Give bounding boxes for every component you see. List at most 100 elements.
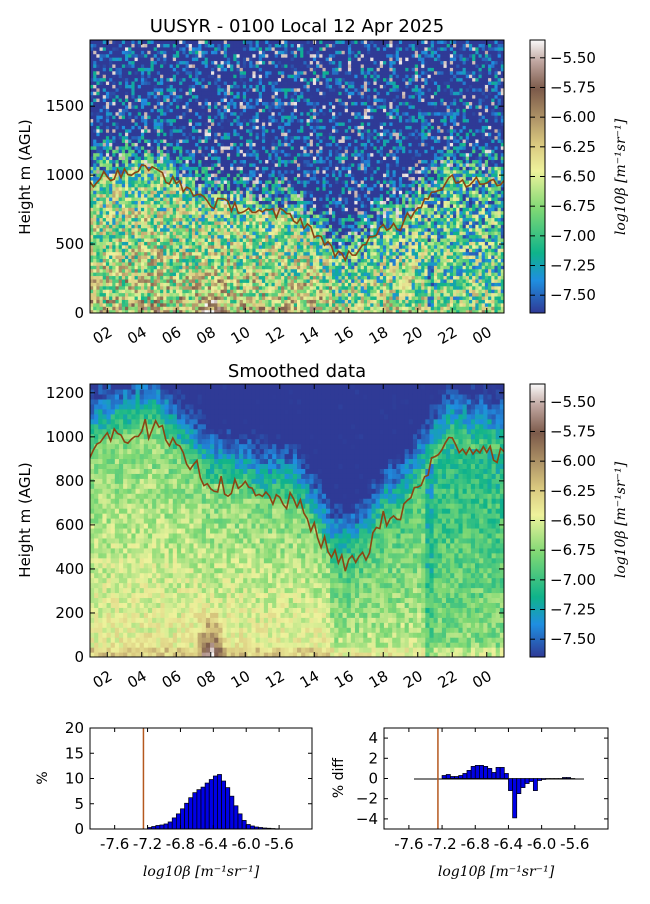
heatmap-cell xyxy=(233,60,238,65)
heatmap-cell xyxy=(198,231,203,236)
heatmap-cell xyxy=(239,217,244,222)
heatmap-cell xyxy=(214,138,218,143)
heatmap-cell xyxy=(204,121,209,126)
heatmap-cell xyxy=(223,98,228,103)
heatmap-cell xyxy=(284,46,289,51)
heatmap-cell xyxy=(182,261,187,266)
heatmap-cell xyxy=(204,40,209,45)
heatmap-cell xyxy=(144,111,148,116)
heatmap-cell xyxy=(131,169,136,174)
heatmap-cell xyxy=(211,135,215,140)
heatmap-cell xyxy=(195,196,199,201)
heatmap-cell xyxy=(258,186,263,191)
heatmap-cell xyxy=(268,200,273,205)
heatmap-cell xyxy=(211,237,215,242)
heatmap-cell xyxy=(172,275,177,280)
heatmap-cell xyxy=(90,244,94,249)
heatmap-cell xyxy=(118,125,123,130)
heatmap-cell xyxy=(93,84,97,89)
heatmap-cell xyxy=(144,309,148,313)
heatmap-cell xyxy=(102,244,107,249)
heatmap-cell xyxy=(236,244,241,249)
heatmap-cell xyxy=(175,128,180,133)
heatmap-cell xyxy=(105,248,110,253)
heatmap-cell xyxy=(147,176,152,181)
heatmap-cell xyxy=(90,135,94,140)
heatmap-cell xyxy=(102,115,107,120)
heatmap-cell xyxy=(217,200,222,205)
heatmap-cell xyxy=(236,200,241,205)
heatmap-cell xyxy=(112,285,117,290)
heatmap-cell xyxy=(191,121,196,126)
heatmap-cell xyxy=(137,234,142,239)
heatmap-cell xyxy=(249,231,254,236)
heatmap-cell xyxy=(226,40,231,45)
heatmap-cell xyxy=(268,125,273,130)
heatmap-cell xyxy=(172,224,177,229)
heatmap-cell xyxy=(226,74,231,79)
heatmap-cell xyxy=(211,258,215,263)
heatmap-cell xyxy=(226,265,231,270)
heatmap-cell xyxy=(160,272,164,277)
heatmap-cell xyxy=(175,306,180,311)
heatmap-cell xyxy=(147,77,152,82)
heatmap-cell xyxy=(90,200,94,205)
heatmap-cell xyxy=(261,125,266,130)
heatmap-cell xyxy=(268,80,273,85)
heatmap-cell xyxy=(284,265,289,270)
heatmap-cell xyxy=(175,241,180,246)
heatmap-cell xyxy=(242,135,247,140)
heatmap-cell xyxy=(239,169,244,174)
heatmap-cell xyxy=(93,46,97,51)
heatmap-cell xyxy=(144,118,148,123)
heatmap-cell xyxy=(281,128,285,133)
heatmap-cell xyxy=(230,40,234,45)
heatmap-cell xyxy=(195,220,199,225)
heatmap-cell xyxy=(153,299,158,304)
heatmap-cell xyxy=(153,302,158,307)
heatmap-cell xyxy=(102,80,107,85)
heatmap-cell xyxy=(134,166,139,171)
heatmap-cell xyxy=(105,67,110,72)
heatmap-cell xyxy=(182,234,187,239)
heatmap-cell xyxy=(230,196,234,201)
heatmap-cell xyxy=(169,292,174,297)
heatmap-cell xyxy=(144,217,148,222)
heatmap-cell xyxy=(172,80,177,85)
heatmap-cell xyxy=(156,57,161,62)
heatmap-cell xyxy=(185,104,190,109)
heatmap-cell xyxy=(255,193,260,198)
heatmap-cell xyxy=(169,261,174,266)
heatmap-cell xyxy=(226,217,231,222)
heatmap-cell xyxy=(169,231,174,236)
heatmap-cell xyxy=(191,248,196,253)
heatmap-cell xyxy=(128,292,132,297)
heatmap-cell xyxy=(169,166,174,171)
heatmap-cell xyxy=(156,50,161,55)
heatmap-cell xyxy=(214,125,218,130)
heatmap-cell xyxy=(261,224,266,229)
heatmap-cell xyxy=(166,135,171,140)
heatmap-cell xyxy=(211,128,215,133)
heatmap-cell xyxy=(144,292,148,297)
heatmap-cell xyxy=(182,207,187,212)
heatmap-cell xyxy=(277,299,282,304)
heatmap-cell xyxy=(128,231,132,236)
heatmap-cell xyxy=(268,309,273,313)
heatmap-cell xyxy=(277,200,282,205)
heatmap-cell xyxy=(131,70,136,75)
heatmap-cell xyxy=(172,200,177,205)
heatmap-cell xyxy=(156,67,161,72)
heatmap-cell xyxy=(214,173,218,178)
heatmap-cell xyxy=(271,234,276,239)
heatmap-cell xyxy=(128,121,132,126)
heatmap-cell xyxy=(134,80,139,85)
heatmap-cell xyxy=(258,268,263,273)
heatmap-cell xyxy=(163,224,168,229)
heatmap-cell xyxy=(175,162,180,167)
heatmap-cell xyxy=(220,166,225,171)
heatmap-cell xyxy=(195,169,199,174)
heatmap-cell xyxy=(201,282,206,287)
heatmap-cell xyxy=(172,203,177,208)
heatmap-cell xyxy=(220,159,225,164)
